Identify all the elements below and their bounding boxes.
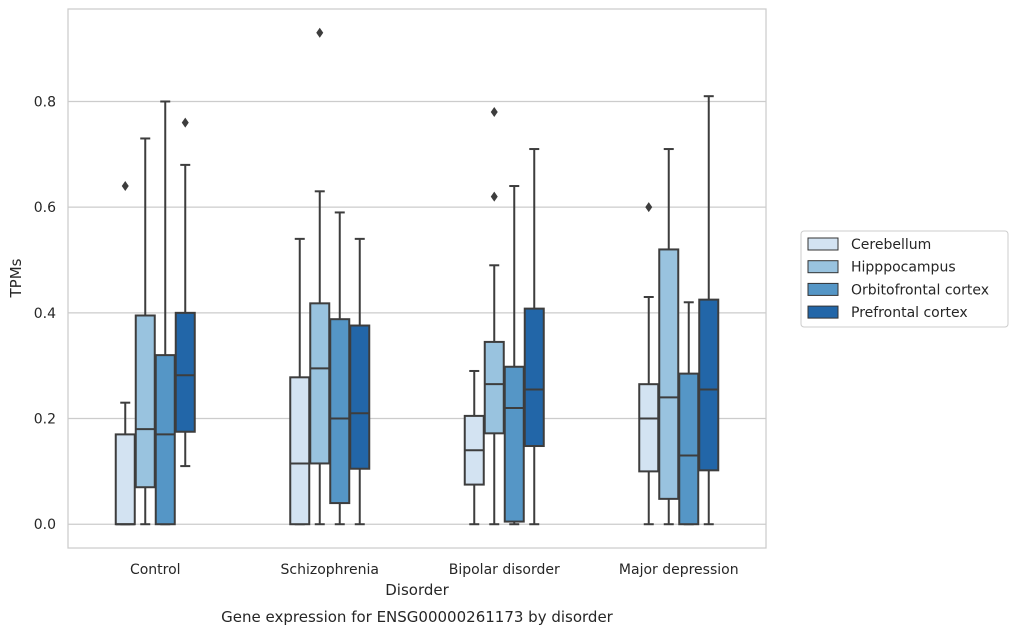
box-group — [154, 100, 176, 526]
box-body — [309, 302, 331, 465]
box-body — [658, 248, 680, 500]
box-group — [503, 185, 525, 526]
box-body — [698, 298, 720, 472]
y-axis-label: TPMs — [7, 258, 25, 298]
y-tick-label: 0.0 — [34, 517, 56, 533]
legend-label: Hipppocampus — [851, 260, 956, 276]
y-tick-label: 0.4 — [34, 306, 56, 322]
legend-label: Prefrontal cortex — [851, 305, 968, 321]
box-body — [134, 314, 156, 489]
y-tick-label: 0.8 — [34, 94, 56, 110]
outlier-point — [490, 191, 498, 202]
outlier-point — [316, 27, 324, 38]
box-body — [154, 354, 176, 526]
box-body — [114, 433, 136, 526]
legend-label: Orbitofrontal cortex — [851, 282, 989, 298]
x-tick-label: Major depression — [619, 562, 739, 578]
legend-swatch — [807, 260, 839, 274]
box-body — [523, 307, 545, 448]
boxes-layer — [114, 27, 720, 526]
box-group — [483, 107, 505, 526]
y-tick-label: 0.2 — [34, 412, 56, 428]
legend-label: Cerebellum — [851, 237, 931, 253]
x-tick-label: Bipolar disorder — [449, 562, 560, 578]
box-body — [329, 318, 351, 505]
chart-caption: Gene expression for ENSG00000261173 by d… — [221, 608, 614, 626]
box-body — [483, 340, 505, 435]
outlier-point — [121, 181, 129, 192]
box-body — [289, 376, 311, 526]
box-group — [329, 211, 351, 526]
box-body — [503, 365, 525, 523]
box-group — [463, 369, 485, 526]
outlier-point — [490, 107, 498, 118]
legend-frame — [800, 230, 1009, 328]
legend: Cerebellum Hipppocampus Orbitofrontal cort… — [800, 230, 1009, 328]
y-tick-label: 0.6 — [34, 200, 56, 216]
box-group — [523, 148, 545, 526]
outlier-point — [645, 202, 653, 213]
outlier-point — [181, 117, 189, 128]
box-group — [174, 117, 196, 468]
box-body — [678, 372, 700, 526]
box-body — [638, 383, 660, 473]
legend-swatch — [807, 305, 839, 319]
x-tick-label: Control — [130, 562, 181, 578]
box-body — [174, 311, 196, 433]
y-tick-labels: 0.0 0.2 0.4 0.6 0.8 — [34, 94, 56, 533]
x-axis-label: Disorder — [385, 581, 449, 599]
box-group — [349, 237, 371, 526]
legend-swatch — [807, 282, 839, 296]
plot-frame — [67, 8, 767, 549]
box-group — [698, 95, 720, 526]
legend-swatch — [807, 237, 839, 251]
box-body — [349, 324, 371, 470]
x-tick-labels: Control Schizophrenia Bipolar disorder Majo… — [130, 562, 739, 578]
x-tick-label: Schizophrenia — [281, 562, 379, 578]
